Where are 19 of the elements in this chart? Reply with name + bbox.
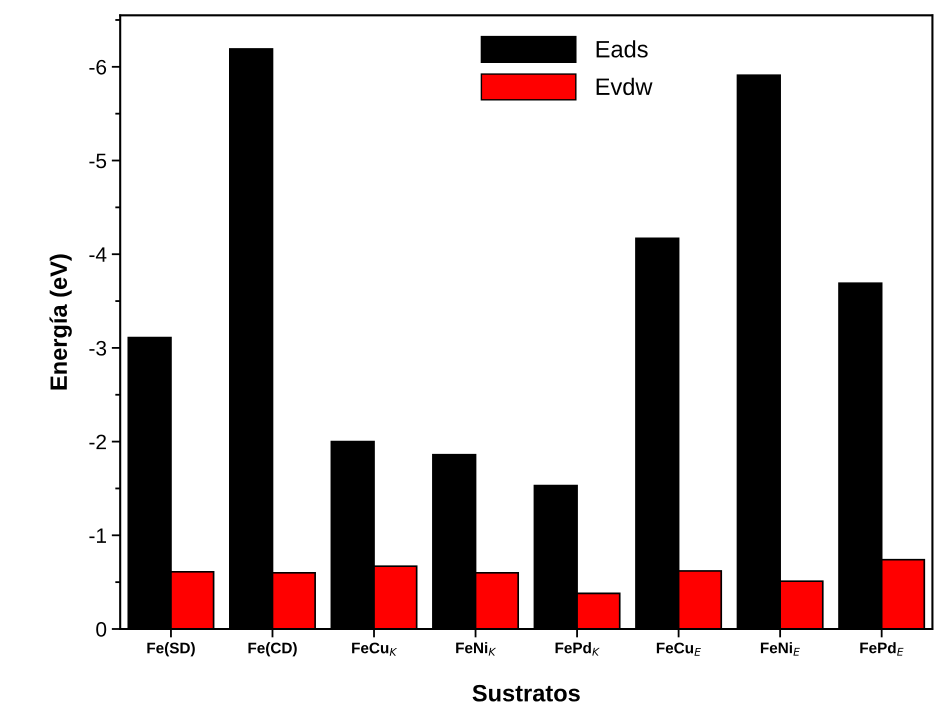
legend-label: Eads: [596, 40, 648, 58]
legend-label: Evdw: [596, 78, 653, 96]
y-tick-label: -5: [89, 154, 106, 168]
x-tick-label: FeNi$_{K}$: [456, 642, 496, 656]
y-tick-label: -3: [89, 340, 106, 356]
y-tick-label: -4: [89, 247, 106, 262]
x-axis-title: Sustratos: [472, 684, 580, 702]
x-tick-label: Fe(SD): [147, 642, 195, 656]
x-tick-label: FePd$_{E}$: [860, 642, 904, 656]
x-tick-label: FeCu$_{E}$: [656, 642, 701, 656]
y-axis-title: Energía (eV): [49, 254, 72, 390]
x-tick-label: FeNi$_{E}$: [760, 642, 800, 656]
x-tick-label: FeCu$_{K}$: [352, 642, 398, 656]
y-tick-label: -1: [89, 528, 106, 543]
y-tick-label: 0: [96, 622, 106, 637]
x-tick-label: Fe(CD): [248, 642, 297, 656]
y-tick-label: -2: [89, 434, 106, 450]
x-tick-label: FePd$_{K}$: [556, 642, 600, 656]
y-tick-label: -6: [89, 60, 106, 75]
